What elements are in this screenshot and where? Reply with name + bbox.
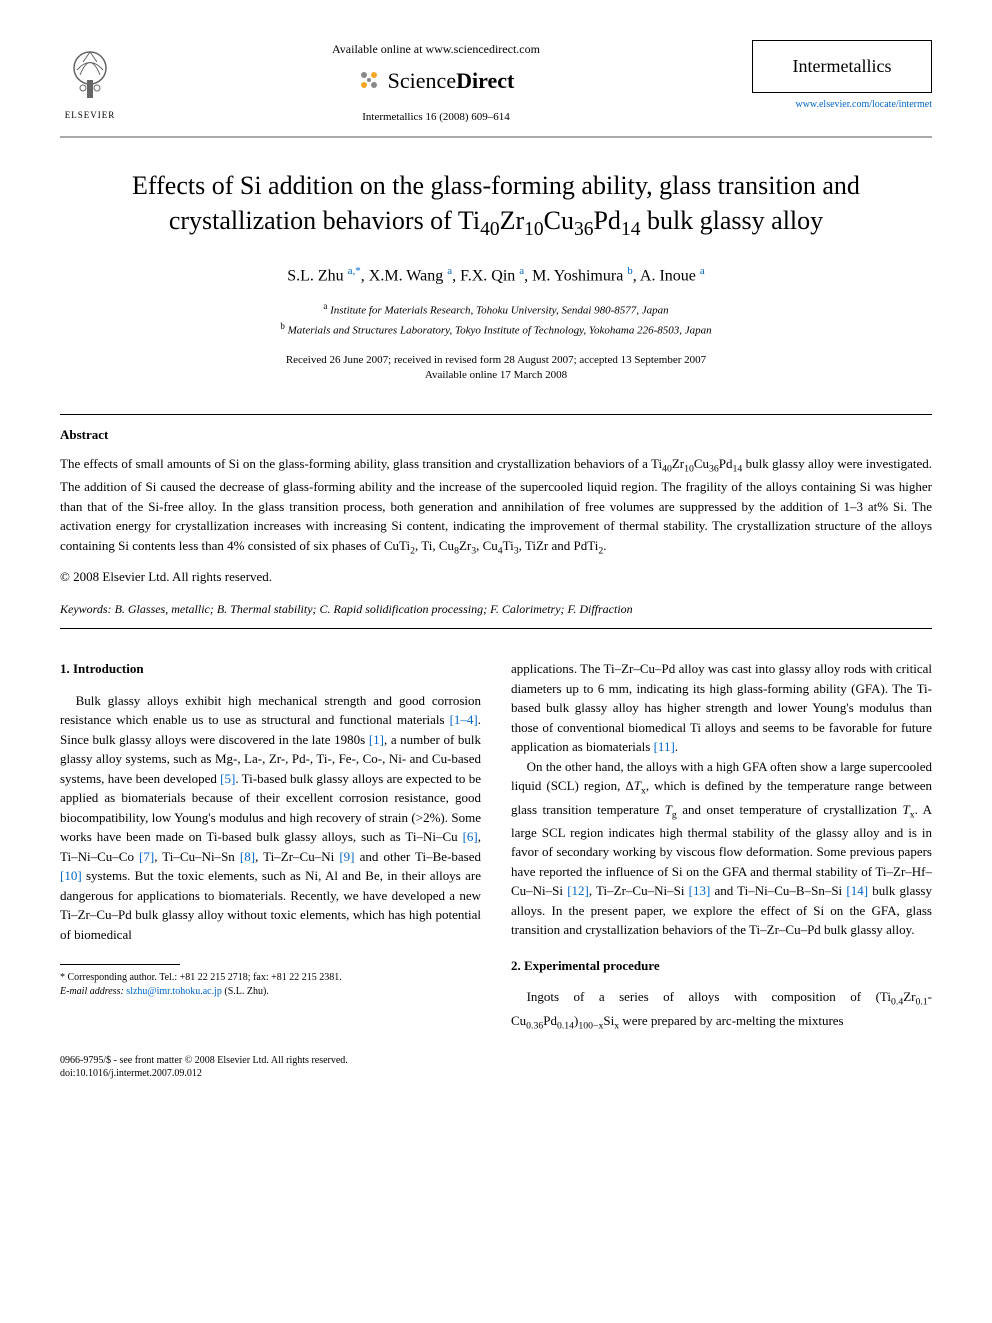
email-label: E-mail address: xyxy=(60,986,124,997)
sciencedirect-icon xyxy=(358,69,382,93)
article-title: Effects of Si addition on the glass-form… xyxy=(60,168,932,244)
cite-13[interactable]: [13] xyxy=(689,883,711,898)
affiliation-b: b Materials and Structures Laboratory, T… xyxy=(60,320,932,339)
header-rule xyxy=(60,136,932,138)
affiliation-a: a Institute for Materials Research, Toho… xyxy=(60,300,932,319)
abstract-top-rule xyxy=(60,414,932,415)
header-center: Available online at www.sciencedirect.co… xyxy=(120,40,752,126)
experimental-paragraph-1: Ingots of a series of alloys with compos… xyxy=(511,987,932,1033)
cite-1[interactable]: [1] xyxy=(369,732,384,747)
email-name: (S.L. Zhu). xyxy=(224,986,268,997)
email-link[interactable]: slzhu@imr.tohoku.ac.jp xyxy=(126,986,222,997)
footer-line2: doi:10.1016/j.intermet.2007.09.012 xyxy=(60,1067,932,1080)
sd-text-1: Science xyxy=(388,68,456,93)
affiliation-b-text: Materials and Structures Laboratory, Tok… xyxy=(288,324,712,336)
journal-name: Intermetallics xyxy=(752,40,932,93)
sd-text-2: Direct xyxy=(456,68,514,93)
cite-6[interactable]: [6] xyxy=(463,829,478,844)
elsevier-logo: ELSEVIER xyxy=(60,40,120,123)
elsevier-label: ELSEVIER xyxy=(60,109,120,123)
article-dates: Received 26 June 2007; received in revis… xyxy=(60,353,932,384)
corresponding-author-footnote: * Corresponding author. Tel.: +81 22 215… xyxy=(60,971,481,999)
footnote-email: E-mail address: slzhu@imr.tohoku.ac.jp (… xyxy=(60,985,481,999)
abstract-bottom-rule xyxy=(60,628,932,629)
intro-paragraph-1b: applications. The Ti–Zr–Cu–Pd alloy was … xyxy=(511,659,932,757)
cite-9[interactable]: [9] xyxy=(339,849,354,864)
dates-received: Received 26 June 2007; received in revis… xyxy=(60,353,932,368)
cite-14[interactable]: [14] xyxy=(846,883,868,898)
keywords: Keywords: B. Glasses, metallic; B. Therm… xyxy=(60,600,932,618)
copyright-line: © 2008 Elsevier Ltd. All rights reserved… xyxy=(60,567,932,587)
keywords-label: Keywords: xyxy=(60,602,112,616)
affiliation-a-text: Institute for Materials Research, Tohoku… xyxy=(330,305,669,317)
footnote-separator xyxy=(60,964,180,965)
cite-11[interactable]: [11] xyxy=(654,739,675,754)
keywords-text: B. Glasses, metallic; B. Thermal stabili… xyxy=(115,602,633,616)
elsevier-tree-icon xyxy=(65,40,115,100)
available-online-text: Available online at www.sciencedirect.co… xyxy=(120,40,752,58)
abstract-text: The effects of small amounts of Si on th… xyxy=(60,454,932,559)
journal-block: Intermetallics www.elsevier.com/locate/i… xyxy=(752,40,932,112)
sciencedirect-logo: ScienceDirect xyxy=(358,64,515,97)
affiliations: a Institute for Materials Research, Toho… xyxy=(60,300,932,338)
intro-heading: 1. Introduction xyxy=(60,659,481,679)
journal-url[interactable]: www.elsevier.com/locate/intermet xyxy=(752,97,932,112)
page-header: ELSEVIER Available online at www.science… xyxy=(60,40,932,126)
footer-line1: 0966-9795/$ - see front matter © 2008 El… xyxy=(60,1054,932,1067)
experimental-heading: 2. Experimental procedure xyxy=(511,956,932,976)
cite-10[interactable]: [10] xyxy=(60,868,82,883)
journal-reference: Intermetallics 16 (2008) 609–614 xyxy=(120,109,752,126)
dates-online: Available online 17 March 2008 xyxy=(60,368,932,383)
right-column: applications. The Ti–Zr–Cu–Pd alloy was … xyxy=(511,659,932,1033)
cite-12[interactable]: [12] xyxy=(567,883,589,898)
abstract-heading: Abstract xyxy=(60,425,932,445)
intro-paragraph-2: On the other hand, the alloys with a hig… xyxy=(511,757,932,940)
cite-1-4[interactable]: [1–4] xyxy=(450,712,478,727)
body-columns: 1. Introduction Bulk glassy alloys exhib… xyxy=(60,659,932,1033)
footer-meta: 0966-9795/$ - see front matter © 2008 El… xyxy=(60,1054,932,1080)
left-column: 1. Introduction Bulk glassy alloys exhib… xyxy=(60,659,481,1033)
cite-7[interactable]: [7] xyxy=(139,849,154,864)
sciencedirect-text: ScienceDirect xyxy=(388,64,515,97)
intro-paragraph-1: Bulk glassy alloys exhibit high mechanic… xyxy=(60,691,481,945)
cite-8[interactable]: [8] xyxy=(240,849,255,864)
authors-line: S.L. Zhu a,*, X.M. Wang a, F.X. Qin a, M… xyxy=(60,263,932,288)
cite-5[interactable]: [5] xyxy=(220,771,235,786)
footnote-corr: * Corresponding author. Tel.: +81 22 215… xyxy=(60,971,481,985)
